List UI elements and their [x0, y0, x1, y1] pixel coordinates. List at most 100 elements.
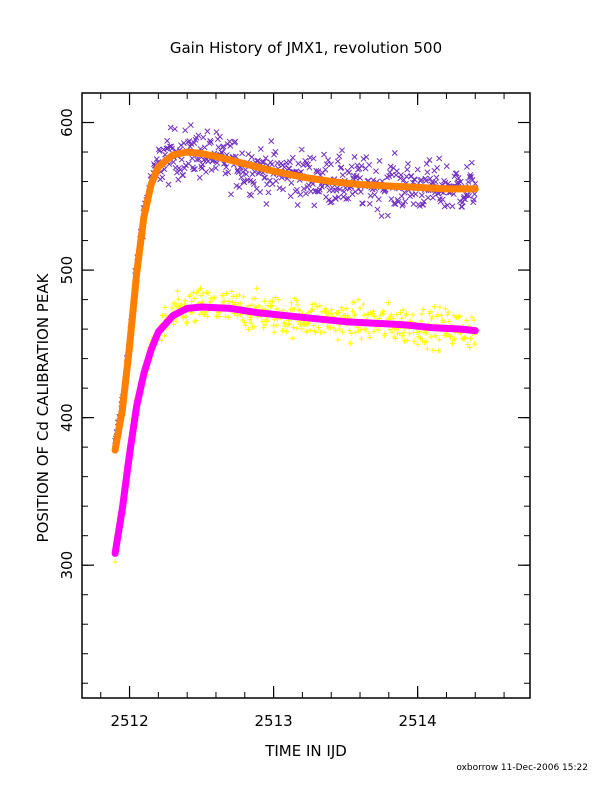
data-point	[465, 178, 472, 185]
data-point	[387, 326, 393, 333]
data-point	[169, 145, 175, 152]
data-point	[398, 193, 405, 200]
data-point	[444, 332, 450, 338]
data-point	[262, 174, 268, 181]
data-point	[233, 293, 240, 299]
data-point	[294, 325, 300, 331]
y-tick-label: 400	[58, 403, 76, 432]
data-point	[279, 328, 285, 334]
data-point	[340, 329, 346, 335]
data-point	[433, 333, 439, 339]
y-axis-ticks: 300 400 500 600	[58, 108, 530, 580]
data-point	[156, 148, 163, 155]
data-point	[175, 296, 181, 302]
data-point	[357, 188, 364, 195]
data-point	[340, 193, 347, 200]
data-point	[358, 336, 365, 342]
plot-frame	[81, 92, 531, 699]
data-point	[339, 172, 346, 179]
data-point	[274, 306, 280, 312]
data-point	[260, 159, 267, 165]
data-point	[388, 196, 395, 202]
data-point	[412, 191, 419, 198]
data-point	[293, 186, 300, 193]
data-point	[313, 329, 319, 335]
data-point	[419, 311, 425, 317]
data-point	[165, 181, 172, 188]
data-point	[382, 330, 388, 337]
data-point	[366, 161, 373, 168]
data-point	[162, 304, 168, 310]
data-point	[426, 157, 433, 163]
data-point	[280, 186, 287, 193]
data-point	[191, 140, 198, 146]
y-axis-label: POSITION OF Cd CALIBRATION PEAK	[34, 272, 52, 542]
series-line	[111, 148, 479, 454]
data-point	[337, 326, 343, 332]
data-point	[466, 193, 472, 199]
chart-title: Gain History of JMX1, revolution 500	[170, 39, 442, 57]
data-point	[224, 290, 230, 296]
data-point	[457, 178, 464, 185]
y-tick-label: 600	[58, 108, 76, 137]
data-point	[322, 166, 329, 173]
data-point	[411, 338, 417, 344]
data-point	[357, 174, 364, 181]
data-point	[391, 150, 398, 156]
data-point	[420, 306, 426, 313]
data-point	[226, 298, 232, 304]
data-point	[380, 311, 386, 317]
data-point	[399, 202, 406, 209]
data-point	[356, 165, 363, 172]
data-point	[335, 337, 341, 343]
data-point	[385, 300, 392, 306]
data-point	[276, 185, 283, 192]
data-point	[309, 301, 315, 308]
data-point	[398, 171, 404, 178]
data-point	[338, 304, 344, 310]
data-point	[155, 146, 162, 153]
series-0	[112, 122, 479, 444]
data-point	[265, 189, 272, 196]
data-point	[415, 341, 421, 347]
data-point	[298, 146, 305, 153]
data-point	[321, 151, 327, 158]
data-point	[436, 337, 442, 343]
data-point	[257, 146, 264, 152]
x-tick-label: 2514	[399, 712, 437, 730]
data-point	[341, 188, 348, 195]
data-point	[207, 299, 213, 305]
data-point	[268, 138, 275, 145]
data-point	[406, 330, 412, 337]
data-point	[267, 299, 273, 305]
data-point	[327, 324, 333, 330]
data-point	[181, 165, 188, 172]
data-point	[339, 307, 345, 313]
data-point	[232, 138, 239, 145]
data-point	[288, 300, 294, 306]
data-point	[461, 196, 468, 203]
data-point	[399, 315, 405, 321]
data-point	[286, 321, 292, 327]
data-point	[343, 195, 350, 202]
data-point	[369, 310, 376, 317]
y-tick-label: 500	[58, 256, 76, 285]
data-point	[327, 199, 334, 206]
data-point	[316, 186, 323, 193]
data-point	[310, 306, 316, 312]
data-point	[444, 312, 451, 318]
data-point	[204, 314, 211, 320]
data-point	[302, 190, 309, 197]
data-point	[262, 322, 268, 328]
data-point	[196, 156, 203, 163]
data-point	[262, 155, 269, 162]
data-point	[234, 313, 240, 319]
series-2	[111, 148, 479, 454]
data-point	[281, 164, 288, 171]
data-point	[423, 177, 429, 184]
data-point	[444, 202, 451, 209]
data-point	[389, 329, 395, 335]
data-point	[266, 177, 273, 184]
data-point	[401, 189, 408, 196]
data-point	[182, 162, 189, 169]
